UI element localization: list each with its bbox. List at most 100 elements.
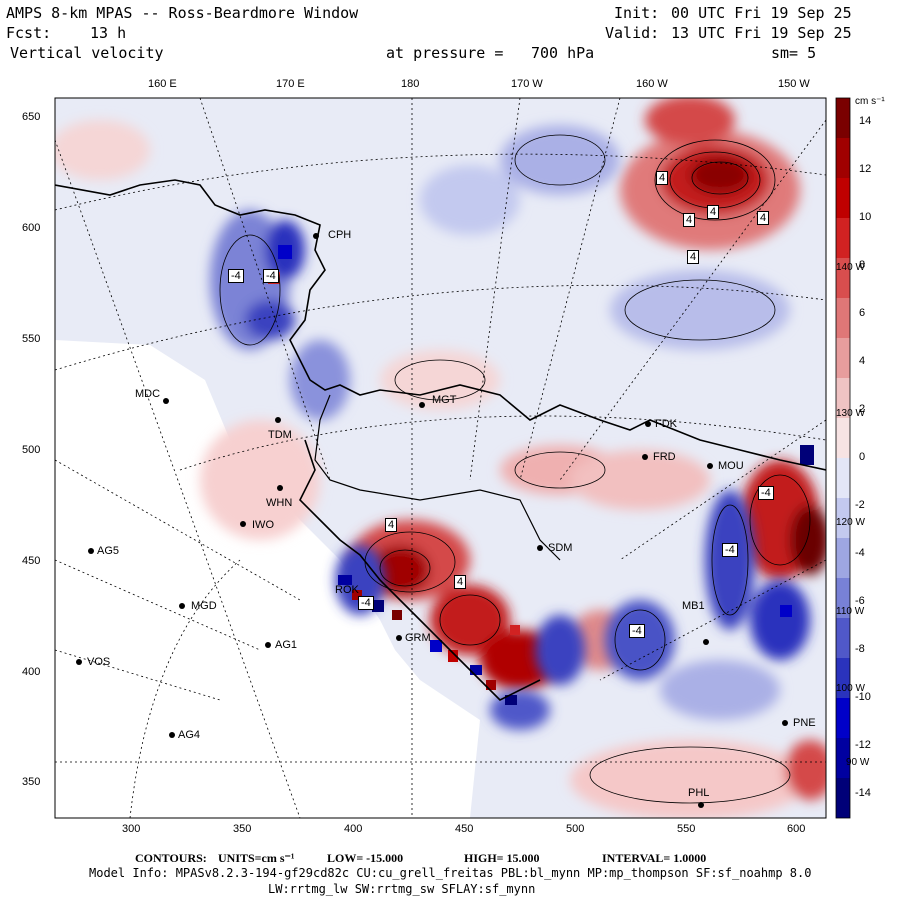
left-tick-650: 650 xyxy=(22,111,41,123)
colorbar-segment-positive xyxy=(836,138,850,178)
bottom-tick-400: 400 xyxy=(344,823,363,835)
right-lon-label: 140 W xyxy=(836,262,865,273)
station-label-ag4: AG4 xyxy=(178,729,201,741)
station-label-cph: CPH xyxy=(328,229,352,241)
valid-time: 13 UTC Fri 19 Sep 25 xyxy=(671,24,852,42)
contour-label: -4 xyxy=(629,624,645,638)
colorbar xyxy=(836,98,850,818)
contour-label: 4 xyxy=(385,518,398,532)
station-label-mgt: MGT xyxy=(432,394,457,406)
station-label-phl: PHL xyxy=(688,787,710,799)
left-tick-350: 350 xyxy=(22,776,41,788)
fcst-value: 13 h xyxy=(90,24,127,42)
colorbar-tick-label: 0 xyxy=(859,451,866,463)
map-frame xyxy=(54,97,827,819)
colorbar-tick-label: -2 xyxy=(855,499,865,511)
contour-label: 4 xyxy=(656,171,669,185)
colorbar-tick-label: 14 xyxy=(859,115,872,127)
contour-label: 4 xyxy=(683,213,696,227)
contour-label: -4 xyxy=(758,486,774,500)
station-label-whn: WHN xyxy=(266,497,293,509)
bottom-tick-350: 350 xyxy=(233,823,252,835)
right-lon-label: 110 W xyxy=(836,606,865,617)
station-label-grm: GRM xyxy=(405,632,431,644)
station-label-frd: FRD xyxy=(653,451,676,463)
colorbar-segment-positive xyxy=(836,298,850,338)
colorbar-tick-label: -8 xyxy=(855,643,865,655)
colorbar-segment-negative xyxy=(836,698,850,738)
colorbar-tick-label: -6 xyxy=(855,595,865,607)
colorbar-segment-positive xyxy=(836,98,850,138)
map-title: AMPS 8-km MPAS -- Ross-Beardmore Window xyxy=(6,4,359,22)
station-label-mdc: MDC xyxy=(135,388,161,400)
pressure-value: 700 hPa xyxy=(531,44,595,62)
station-label-rok: ROK xyxy=(335,584,359,596)
left-tick-500: 500 xyxy=(22,444,41,456)
top-tick-170w: 170 W xyxy=(511,78,543,90)
coastline xyxy=(55,179,826,701)
colorbar-segment-positive xyxy=(836,338,850,378)
colorbar-segment-negative xyxy=(836,778,850,818)
colorbar-segment-positive xyxy=(836,218,850,258)
no-data-region xyxy=(55,340,480,818)
right-lon-label: 120 W xyxy=(836,517,865,528)
downdraft-patches xyxy=(210,125,810,730)
contours-label: CONTOURS: xyxy=(135,851,207,865)
contour-label: -4 xyxy=(722,543,738,557)
colorbar-tick-label: 10 xyxy=(859,211,872,223)
right-lon-label: 90 W xyxy=(846,757,870,768)
bottom-tick-450: 450 xyxy=(455,823,474,835)
contour-label: 4 xyxy=(757,211,770,225)
station-label-fdk: FDK xyxy=(655,418,677,430)
top-tick-160w: 160 W xyxy=(636,78,668,90)
contour-lines xyxy=(219,134,811,804)
colorbar-segment-positive xyxy=(836,378,850,418)
station-label-vos: VOS xyxy=(87,656,111,668)
bottom-tick-600: 600 xyxy=(787,823,806,835)
low-value: LOW= -15.000 xyxy=(327,851,404,865)
model-info-2: LW:rrtmg_lw SW:rrtmg_sw SFLAY:sf_mynn xyxy=(268,882,536,896)
station-label-sdm: SDM xyxy=(548,542,573,554)
fcst-label: Fcst: xyxy=(6,24,52,42)
right-lon-label: 130 W xyxy=(836,408,865,419)
ice-shelf-edge xyxy=(314,394,561,561)
colorbar-tick-label: 12 xyxy=(859,163,872,175)
pressure-label: at pressure = xyxy=(386,44,504,62)
top-tick-160e: 160 E xyxy=(148,78,177,90)
bottom-tick-300: 300 xyxy=(122,823,141,835)
model-info: Model Info: MPASv8.2.3-194-gf29cd82c CU:… xyxy=(89,866,812,880)
colorbar-segment-negative xyxy=(836,738,850,778)
right-lon-label: 100 W xyxy=(836,683,865,694)
colorbar-tick-label: 4 xyxy=(859,355,866,367)
bottom-tick-550: 550 xyxy=(677,823,696,835)
contour-label: 4 xyxy=(707,205,720,219)
colorbar-units: cm s⁻¹ xyxy=(855,96,885,107)
colorbar-segment-negative xyxy=(836,498,850,538)
graticule xyxy=(55,98,826,818)
smooth-label: sm= 5 xyxy=(771,44,817,62)
station-label-tdm: TDM xyxy=(268,429,292,441)
left-tick-450: 450 xyxy=(22,555,41,567)
colorbar-tick-label: -10 xyxy=(855,691,871,703)
colorbar-tick-label: 2 xyxy=(859,403,866,415)
colorbar-tick-label: 8 xyxy=(859,259,866,271)
colorbar-segment-negative xyxy=(836,658,850,698)
contour-label: -4 xyxy=(358,596,374,610)
field-name: Vertical velocity xyxy=(10,44,164,62)
colorbar-tick-label: 6 xyxy=(859,307,866,319)
init-time: 00 UTC Fri 19 Sep 25 xyxy=(671,4,852,22)
valid-label: Valid: xyxy=(605,24,660,42)
top-tick-150w: 150 W xyxy=(778,78,810,90)
station-label-ag1: AG1 xyxy=(275,639,298,651)
station-dots xyxy=(76,233,788,808)
left-tick-400: 400 xyxy=(22,666,41,678)
colorbar-tick-label: -4 xyxy=(855,547,865,559)
station-label-ag5: AG5 xyxy=(97,545,120,557)
station-label-mb1: MB1 xyxy=(682,600,705,612)
left-tick-600: 600 xyxy=(22,222,41,234)
contour-label: 4 xyxy=(687,250,700,264)
station-label-mou: MOU xyxy=(718,460,744,472)
colorbar-segment-positive xyxy=(836,418,850,458)
contour-label: -4 xyxy=(263,269,279,283)
